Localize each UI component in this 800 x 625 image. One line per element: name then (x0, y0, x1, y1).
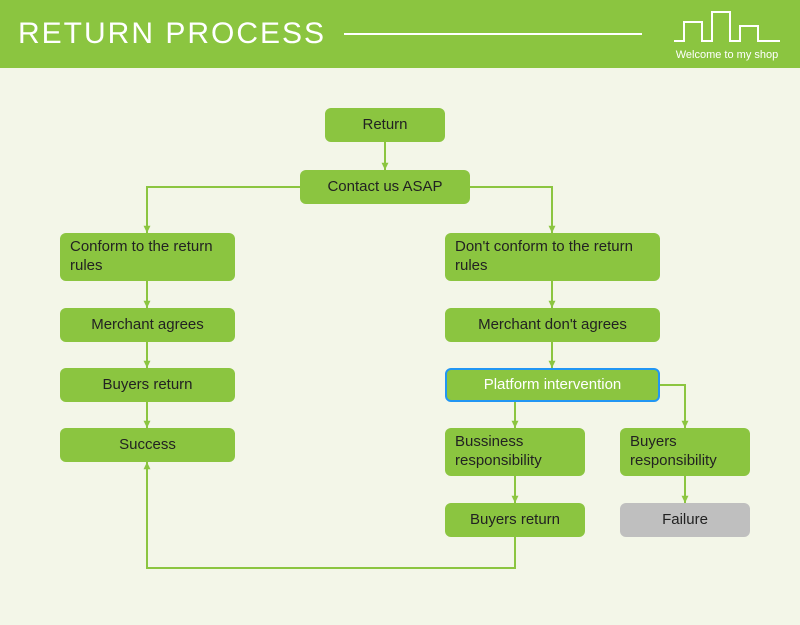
node-failure: Failure (620, 503, 750, 537)
header-right: Welcome to my shop (672, 8, 782, 61)
node-merchant_disagree: Merchant don't agrees (445, 308, 660, 342)
node-buyers_return_l: Buyers return (60, 368, 235, 402)
header: RETURN PROCESS Welcome to my shop (0, 0, 800, 68)
node-merchant_agree: Merchant agrees (60, 308, 235, 342)
node-return: Return (325, 108, 445, 142)
node-platform: Platform intervention (445, 368, 660, 402)
node-bus_resp: Bussiness responsibility (445, 428, 585, 476)
welcome-text: Welcome to my shop (672, 49, 782, 61)
node-contact: Contact us ASAP (300, 170, 470, 204)
node-buyers_return_r: Buyers return (445, 503, 585, 537)
node-not_conform: Don't conform to the return rules (445, 233, 660, 281)
skyline-icon (672, 8, 782, 42)
node-conform: Conform to the return rules (60, 233, 235, 281)
node-success: Success (60, 428, 235, 462)
page-title: RETURN PROCESS (18, 17, 326, 51)
header-divider (344, 33, 642, 35)
flowchart-canvas: Return Contact us ASAP Conform to the retu… (0, 68, 800, 625)
node-buyer_resp: Buyers responsibility (620, 428, 750, 476)
flowchart-edges (0, 68, 800, 625)
